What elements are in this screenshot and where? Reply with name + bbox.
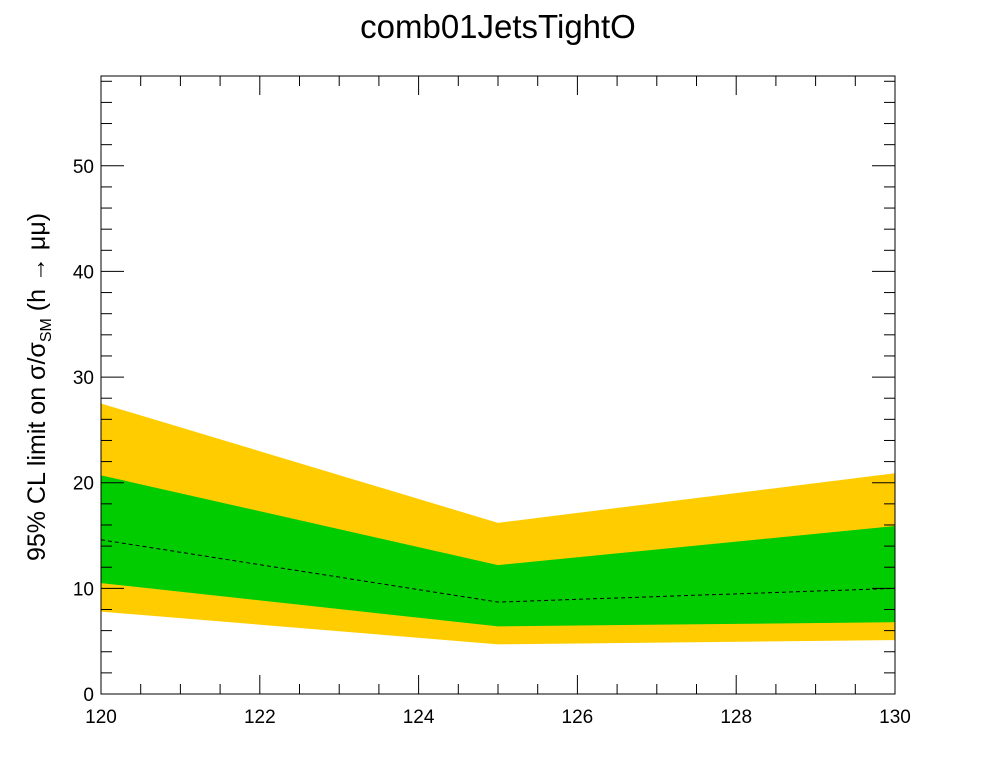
x-tick-label: 124	[403, 707, 435, 728]
x-tick-label: 128	[720, 707, 752, 728]
x-tick-label: 126	[562, 707, 594, 728]
axes-layer	[100, 75, 896, 695]
lines-layer	[100, 539, 896, 603]
y-axis-label: 95% CL limit on σ/σSM (h → μμ)	[23, 213, 55, 561]
band-1sigma-band	[101, 475, 895, 627]
y-axis-label-subscript: SM	[38, 318, 55, 342]
chart-title: comb01JetsTightO	[360, 8, 636, 45]
y-tick-label: 10	[73, 579, 94, 600]
expected-line	[100, 539, 896, 603]
y-axis-label-suffix: (h → μμ)	[23, 213, 51, 318]
bands-layer	[101, 403, 895, 645]
y-tick-label: 40	[73, 262, 94, 283]
y-axis-label-main: 95% CL limit on σ/σ	[23, 342, 51, 561]
y-tick-label: 30	[73, 368, 94, 389]
tick-labels-layer: 120 122 124 126 128 130 0 10 20 30 40 50	[73, 157, 911, 728]
x-tick-label: 120	[85, 707, 117, 728]
x-tick-label: 130	[879, 707, 911, 728]
y-tick-label: 50	[73, 157, 94, 178]
y-tick-label: 0	[83, 685, 94, 706]
x-tick-label: 122	[244, 707, 276, 728]
y-tick-label: 20	[73, 474, 94, 495]
